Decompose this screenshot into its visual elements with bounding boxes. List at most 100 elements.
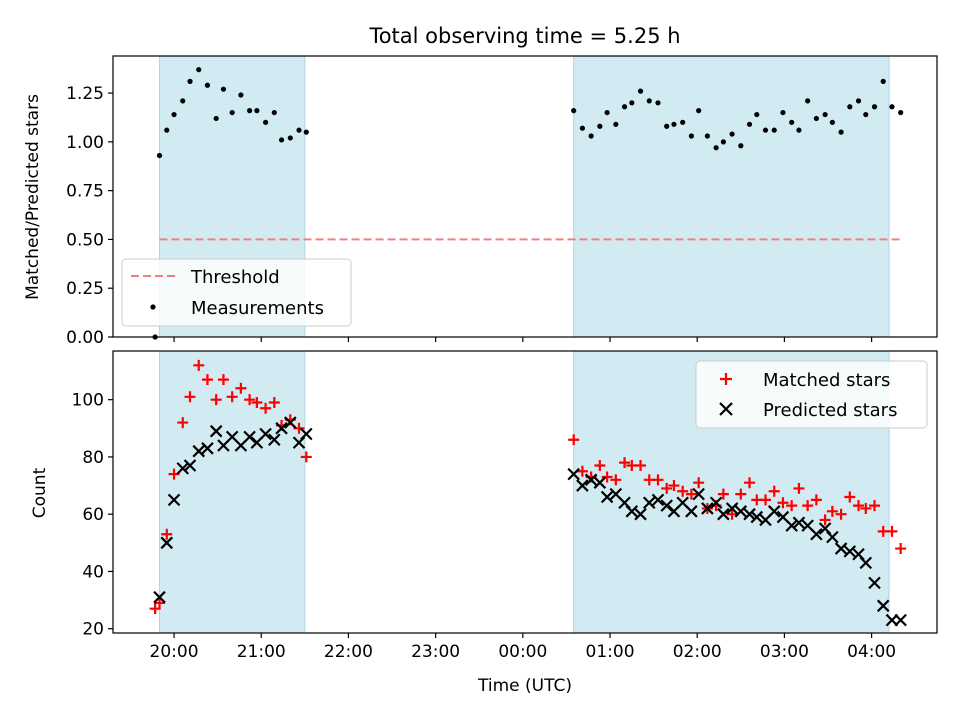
predicted-star-point [576,479,589,492]
matched-star-point [777,497,789,509]
matched-star-point [260,402,272,414]
predicted-star-point [268,433,281,447]
matched-star-point [576,465,588,477]
predicted-star-point [634,507,647,521]
predicted-star-point [275,422,288,435]
y-tick-label: 60 [82,505,104,525]
predicted-stars-series [153,416,907,627]
measurement-point [196,67,202,73]
measurement-point [171,111,177,118]
predicted-star-point [834,542,848,555]
measurement-point [847,104,853,110]
measurement-point [164,127,170,133]
matched-star-point [610,474,622,486]
matched-star-point [760,494,772,506]
figure-title: Total observing time = 5.25 h [368,24,680,48]
matched-star-point [826,505,838,517]
measurement-point [855,98,862,104]
predicted-star-point [767,505,781,518]
matched-star-point [844,491,856,503]
predicted-star-point [259,427,272,441]
predicted-star-point [701,502,714,515]
matched-star-point [226,391,238,403]
matched-star-point [235,382,247,394]
y-tick-label: 40 [82,562,104,582]
measurement-point [579,125,586,131]
measurement-point [296,127,302,133]
predicted-star-point [201,442,214,455]
x-tick-label: 23:00 [411,642,460,662]
predicted-star-point [593,476,607,489]
top-y-axis-label: Matched/Predicted stars [23,94,43,300]
measurements-legend-label: Measurements [191,298,324,319]
measurement-point [238,92,244,98]
measurement-point [156,152,163,159]
matched-star-point [685,488,697,500]
predicted-star-point [717,507,730,521]
measurement-point [655,100,661,106]
predicted-star-point [859,556,873,570]
matched-stars-legend-swatch [720,373,732,385]
matched-star-point [210,394,222,406]
x-tick-label: 22:00 [324,642,373,662]
matched-star-point [744,477,756,489]
x-tick-label: 01:00 [586,642,635,662]
matched-star-point [201,374,213,386]
matched-star-point [768,485,780,497]
measurement-point [303,129,309,135]
matched-star-point [568,434,580,446]
predicted-star-point [284,416,297,429]
x-tick-label: 21:00 [237,642,286,662]
predicted-star-point [153,590,166,604]
measurement-point [213,115,219,122]
predicted-star-point [300,427,313,441]
x-tick-label: 03:00 [760,642,809,662]
predicted-star-point [750,510,764,524]
bottom-legend-box [695,360,928,429]
matched-star-point [693,477,705,489]
predicted-star-point [692,487,705,501]
measurement-point [838,129,844,135]
predicted-star-point [709,496,723,510]
predicted-star-point [810,527,823,541]
matched-star-point [786,500,798,512]
predicted-star-point [876,599,890,613]
matched-star-point [869,500,881,512]
measurement-point [287,135,293,141]
predicted-star-point [567,467,580,481]
matched-star-point [149,603,161,615]
predicted-star-point [743,507,756,521]
measurement-point [880,78,886,84]
measurement-point [729,131,735,137]
matched-star-point [677,485,689,497]
y-tick-label: 0.00 [66,328,104,348]
predicted-star-point [642,496,656,510]
y-tick-label: 0.75 [66,182,104,202]
matched-star-point [244,394,256,406]
matched-star-point [193,359,205,371]
measurement-point [571,108,577,114]
bottom-panel: 20 40 60 80 100 20:00 21:00 22:00 23:00 00:00 01:… [30,350,938,696]
matched-star-point [161,528,173,540]
predicted-star-point [167,493,181,507]
measurement-point [629,100,635,106]
measurement-point [688,133,694,139]
top-x-ticks [173,337,873,342]
matched-stars-series [149,359,907,615]
matched-star-point [251,397,263,409]
measurements-legend-swatch [150,304,156,310]
x-tick-label: 20:00 [150,642,199,662]
matched-stars-legend-label: Matched stars [763,370,890,391]
bottom-legend: Matched stars Predicted stars [695,360,928,429]
measurement-point [720,139,726,145]
measurement-point [637,88,644,94]
matched-star-point [619,457,631,469]
measurement-point [746,121,753,127]
measurement-point [780,109,786,116]
measurement-point [278,137,285,143]
x-tick-label: 04:00 [847,642,896,662]
matched-star-point [300,451,312,463]
top-legend: Threshold Measurements [121,258,352,327]
measurement-point [771,127,777,133]
bottom-x-axis-label: Time (UTC) [477,676,572,696]
